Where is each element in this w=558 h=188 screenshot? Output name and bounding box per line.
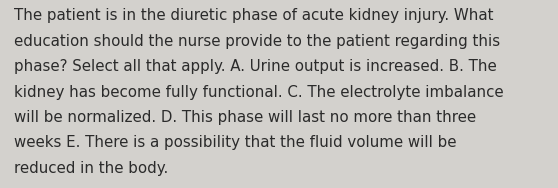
Text: will be normalized. D. This phase will last no more than three: will be normalized. D. This phase will l… bbox=[14, 110, 476, 125]
Text: weeks E. There is a possibility that the fluid volume will be: weeks E. There is a possibility that the… bbox=[14, 135, 456, 150]
Text: education should the nurse provide to the patient regarding this: education should the nurse provide to th… bbox=[14, 34, 500, 49]
Text: phase? Select all that apply. A. Urine output is increased. B. The: phase? Select all that apply. A. Urine o… bbox=[14, 59, 497, 74]
Text: kidney has become fully functional. C. The electrolyte imbalance: kidney has become fully functional. C. T… bbox=[14, 85, 503, 100]
Text: reduced in the body.: reduced in the body. bbox=[14, 161, 168, 176]
Text: The patient is in the diuretic phase of acute kidney injury. What: The patient is in the diuretic phase of … bbox=[14, 8, 493, 24]
